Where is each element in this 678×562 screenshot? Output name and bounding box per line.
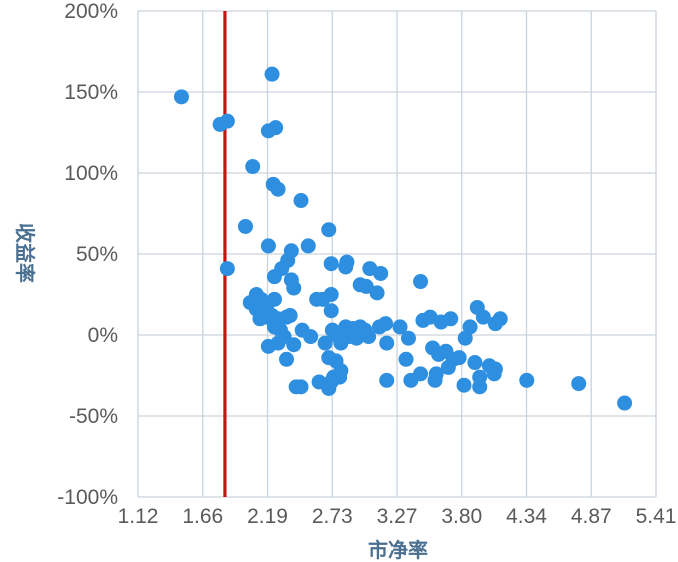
data-point (413, 274, 429, 290)
data-point (173, 89, 189, 105)
data-point (519, 372, 535, 388)
y-tick-label: 150% (64, 81, 118, 104)
x-axis-title: 市净率 (368, 538, 428, 562)
y-tick-label: 0% (88, 324, 118, 347)
y-tick-label: -50% (69, 405, 118, 428)
x-tick-labels: 1.12 1.66 2.19 2.73 3.27 3.80 4.34 4.87 5.41 (118, 505, 677, 528)
data-point (462, 319, 478, 335)
data-point (361, 329, 377, 345)
data-point (492, 311, 508, 327)
data-point (264, 66, 280, 82)
data-point (486, 366, 502, 382)
data-point (282, 308, 298, 324)
x-tick-label: 2.19 (247, 505, 288, 528)
data-point (467, 355, 483, 371)
data-point (378, 316, 394, 332)
data-point (440, 359, 456, 375)
data-point (392, 319, 408, 335)
data-point (451, 350, 467, 366)
data-point (260, 338, 276, 354)
y-tick-label: 100% (64, 162, 118, 185)
data-point (475, 309, 491, 325)
data-point (286, 280, 302, 296)
data-point (309, 291, 325, 307)
data-point (286, 337, 302, 353)
data-point (237, 218, 253, 234)
data-point (338, 259, 354, 275)
x-tick-label: 4.34 (506, 505, 547, 528)
data-point (303, 329, 319, 345)
data-point (379, 335, 395, 351)
x-tick-label: 4.87 (571, 505, 612, 528)
data-point (293, 193, 309, 209)
data-point (332, 369, 348, 385)
data-point (270, 181, 286, 197)
x-tick-label: 1.12 (118, 505, 159, 528)
data-point (219, 261, 235, 277)
data-point (617, 395, 633, 411)
data-point (379, 372, 395, 388)
data-point (472, 379, 488, 395)
data-point (373, 265, 389, 281)
data-point (266, 291, 282, 307)
data-point (219, 113, 235, 129)
grid-lines (137, 10, 657, 498)
data-point (260, 238, 276, 254)
data-point (279, 351, 295, 367)
data-point (293, 379, 309, 395)
data-point (266, 269, 282, 285)
data-point (317, 335, 333, 351)
data-point (443, 311, 459, 327)
y-tick-label: -100% (57, 486, 118, 509)
data-point (321, 222, 337, 238)
data-point (300, 238, 316, 254)
x-tick-label: 2.73 (312, 505, 353, 528)
data-point (358, 278, 374, 294)
data-point (323, 303, 339, 319)
data-point (400, 330, 416, 346)
data-point (398, 351, 414, 367)
y-tick-labels: 200% 150% 100% 50% 0% -50% -100% (57, 0, 118, 509)
data-point (245, 159, 261, 175)
data-point (571, 376, 587, 392)
data-point (457, 330, 473, 346)
x-tick-label: 3.80 (441, 505, 482, 528)
y-axis-title: 收益率 (13, 223, 37, 283)
x-tick-label: 1.66 (182, 505, 223, 528)
y-tick-label: 200% (64, 0, 118, 23)
x-tick-label: 5.41 (636, 505, 677, 528)
data-point (456, 377, 472, 393)
data-point (323, 256, 339, 272)
data-point (268, 120, 284, 136)
data-points (173, 66, 633, 411)
data-point (427, 372, 443, 388)
y-tick-label: 50% (76, 243, 118, 266)
data-point (413, 366, 429, 382)
data-point (369, 285, 385, 301)
x-tick-label: 3.27 (377, 505, 418, 528)
data-point (321, 380, 337, 396)
